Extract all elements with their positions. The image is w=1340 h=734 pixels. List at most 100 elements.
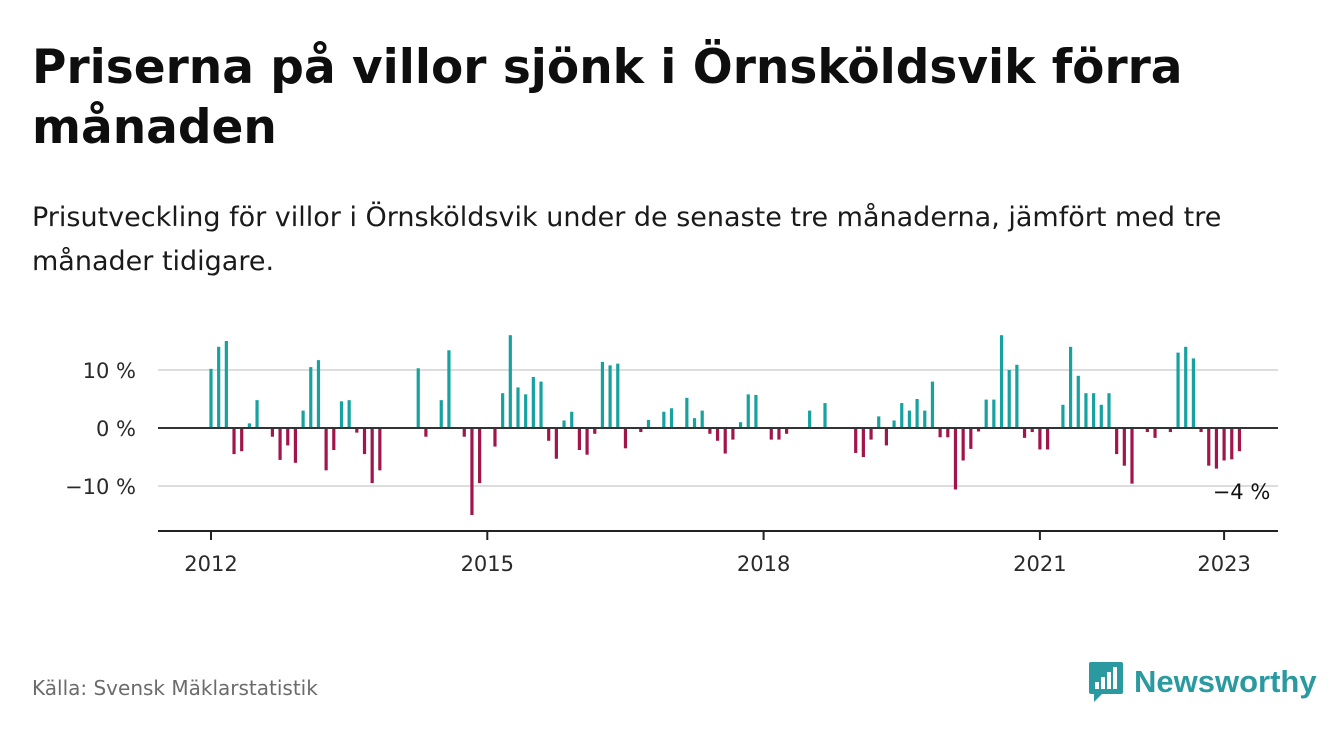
bar: [224, 341, 228, 428]
bar: [470, 428, 474, 515]
bar: [892, 420, 896, 428]
bar: [1237, 428, 1242, 452]
bar: [1176, 352, 1180, 428]
bar: [1214, 428, 1219, 469]
bar: [1184, 346, 1188, 428]
bar: [332, 428, 336, 451]
bar: [217, 346, 221, 428]
bar: [1015, 364, 1019, 428]
bar: [1030, 428, 1034, 433]
bar: [1191, 358, 1195, 428]
bar: [715, 428, 720, 441]
bar: [286, 428, 290, 446]
bar: [685, 397, 689, 428]
bar: [478, 428, 482, 484]
bar: [209, 368, 213, 428]
bar: [639, 428, 643, 433]
bar: [247, 423, 251, 428]
bar: [424, 428, 428, 437]
bar: [255, 400, 259, 428]
bar: [961, 428, 965, 461]
bar: [1122, 428, 1126, 466]
bar: [731, 428, 735, 440]
bar: [355, 428, 359, 433]
bar: [370, 428, 374, 484]
bar: [562, 420, 566, 428]
bar: [953, 428, 958, 490]
bar: [1069, 346, 1073, 428]
bar: [600, 361, 605, 428]
brand-logo: Newsworthy: [1088, 658, 1317, 706]
x-axis-ticks: 2012 2015 2018 2021 2023: [184, 531, 1251, 576]
grid-lines: [158, 369, 1278, 487]
bar: [700, 410, 704, 428]
bar: [884, 428, 888, 446]
bar: [946, 428, 950, 438]
bar: [554, 428, 558, 459]
bar: [869, 428, 873, 440]
bar: [577, 428, 581, 451]
bar: [462, 428, 466, 437]
bar: [1168, 428, 1172, 433]
bar: [378, 428, 382, 471]
x-tick-label: 2012: [184, 552, 237, 576]
x-tick-label: 2021: [1013, 552, 1066, 576]
bar: [524, 394, 528, 428]
bar: [1099, 404, 1103, 428]
bars: [209, 335, 1242, 515]
x-tick-label: 2015: [461, 552, 514, 576]
bar: [915, 399, 919, 428]
bar: [1107, 393, 1111, 428]
bar: [301, 410, 305, 428]
bar: [240, 428, 244, 452]
bar-chart: 10 % 0 % −10 % 2012 2015 2018 2021 2023 −4 %: [65, 335, 1278, 576]
bar: [923, 410, 927, 428]
y-tick-label: −10 %: [65, 475, 136, 499]
bar: [593, 428, 597, 434]
bar: [976, 428, 981, 432]
bar: [669, 408, 674, 428]
last-value-annotation: −4 %: [1213, 480, 1271, 504]
x-tick-label: 2018: [737, 552, 790, 576]
bar: [547, 428, 551, 441]
bar: [447, 350, 451, 428]
bar: [1115, 428, 1119, 455]
bar: [708, 428, 712, 434]
bar: [984, 399, 988, 428]
bar: [608, 365, 612, 428]
bar: [493, 428, 497, 447]
bar: [1007, 370, 1011, 428]
bar: [316, 360, 321, 428]
y-axis-labels: 10 % 0 % −10 %: [65, 359, 136, 499]
bar: [1061, 404, 1065, 428]
bar: [616, 363, 620, 428]
bar: [1092, 393, 1096, 428]
bar: [746, 394, 750, 428]
bar: [270, 428, 274, 437]
bar: [508, 335, 512, 428]
bar: [692, 418, 697, 428]
bar: [539, 381, 543, 428]
x-tick-label: 2023: [1197, 552, 1250, 576]
bar: [999, 335, 1004, 428]
bar: [769, 428, 773, 440]
bar: [777, 428, 781, 440]
chart-title: Priserna på villor sjönk i Örnsköldsvik …: [32, 40, 1183, 155]
bar: [278, 428, 282, 460]
bar: [785, 428, 789, 434]
bar: [232, 428, 236, 455]
bar: [907, 410, 912, 428]
bar: [324, 428, 328, 471]
bar: [1045, 428, 1050, 450]
bar: [754, 394, 758, 428]
bar: [1022, 428, 1027, 438]
bar: [309, 367, 313, 428]
bar: [362, 428, 367, 455]
bar: [969, 428, 973, 449]
bar: [1130, 428, 1134, 484]
bar: [1230, 428, 1234, 460]
bar: [339, 401, 344, 428]
bar: [347, 400, 351, 428]
bar: [877, 416, 881, 428]
bar: [516, 387, 520, 428]
